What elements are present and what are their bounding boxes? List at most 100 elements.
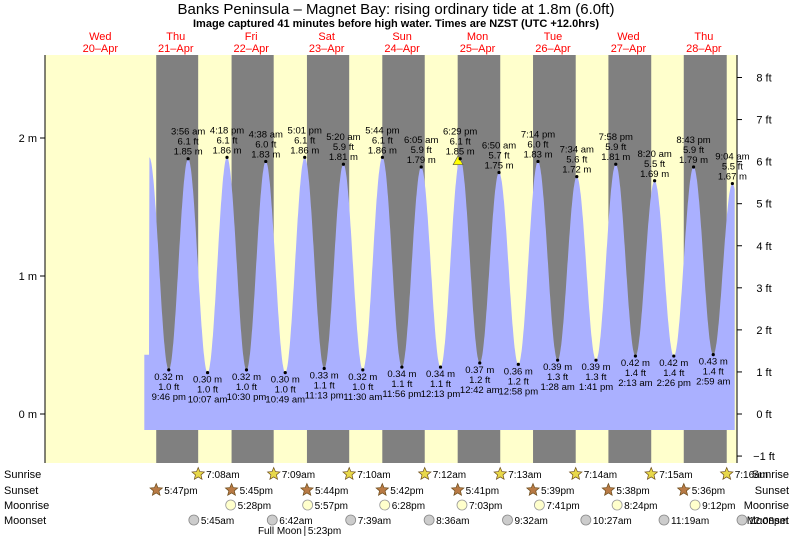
high-tide-time: 3:56 am <box>171 127 205 138</box>
low-tide-ft: 1.3 ft <box>547 372 568 383</box>
moonrise-icon <box>689 499 701 511</box>
row-label-left: Moonrise <box>4 500 49 512</box>
moonrise-icon <box>456 499 468 511</box>
row-label-left: Sunset <box>4 485 38 497</box>
chart-title: Banks Peninsula – Magnet Bay: rising ord… <box>178 1 615 18</box>
right-tick-label: 6 ft <box>756 157 771 169</box>
right-tick-label: 8 ft <box>756 73 771 85</box>
sunset-time: 5:36pm <box>692 486 725 497</box>
row-label-right: Sunset <box>755 485 789 497</box>
sunrise-star-icon <box>191 466 206 481</box>
moonset-icon <box>658 514 670 526</box>
date-label: 20–Apr <box>83 43 119 55</box>
low-tide-ft: 1.1 ft <box>314 380 335 391</box>
low-tide-ft: 1.1 ft <box>391 379 412 390</box>
high-tide-m: 1.79 m <box>407 155 436 166</box>
low-tide-ft: 1.1 ft <box>430 379 451 390</box>
high-tide-time: 5:20 am <box>326 132 360 143</box>
low-tide-point <box>361 368 365 372</box>
sunrise-time: 7:09am <box>282 470 315 481</box>
low-tide-point <box>516 362 520 366</box>
high-tide-ft: 6.1 ft <box>372 135 393 146</box>
low-tide-m: 0.36 m <box>504 366 533 377</box>
high-tide-ft: 6.1 ft <box>178 137 199 148</box>
high-tide-time: 5:01 pm <box>288 125 322 136</box>
moonset-icon <box>345 514 357 526</box>
high-tide-ft: 5.5 ft <box>722 162 743 173</box>
high-tide-m: 1.75 m <box>484 161 513 172</box>
high-tide-time: 4:18 pm <box>210 125 244 136</box>
high-tide-time: 6:50 am <box>482 141 516 152</box>
low-tide-ft: 1.0 ft <box>158 382 179 393</box>
high-tide-ft: 5.9 ft <box>683 145 704 156</box>
high-tide-time: 9:04 am <box>715 152 749 163</box>
chart-subtitle: Image captured 41 minutes before high wa… <box>193 18 599 30</box>
low-tide-m: 0.37 m <box>465 365 494 376</box>
sunrise-star-icon <box>719 466 734 481</box>
moonset-time: 6:42am <box>279 516 312 527</box>
high-tide-m: 1.79 m <box>679 155 708 166</box>
low-tide-time: 10:49 am <box>265 395 305 406</box>
low-tide-time: 1:41 pm <box>579 382 613 393</box>
moonset-time: 10:27am <box>593 516 632 527</box>
moonset-icon <box>423 514 435 526</box>
high-tide-time: 4:38 am <box>249 129 283 140</box>
low-tide-m: 0.34 m <box>387 369 416 380</box>
tide-labels: 0.32 m1.0 ft9:46 pm3:56 am6.1 ft1.85 m0.… <box>152 125 750 405</box>
moonrise-icon <box>379 499 391 511</box>
left-tick-label: 0 m <box>19 409 37 421</box>
row-label-left: Moonset <box>4 515 46 527</box>
row-label-left: Sunrise <box>4 469 41 481</box>
low-tide-time: 2:59 am <box>696 377 730 388</box>
low-tide-time: 2:26 pm <box>657 378 691 389</box>
sunrise-time: 7:15am <box>659 470 692 481</box>
high-tide-point <box>730 181 734 186</box>
low-tide-point <box>594 358 598 362</box>
sunset-time: 5:47pm <box>164 486 197 497</box>
sunset-star-icon <box>601 482 616 497</box>
high-tide-m: 1.72 m <box>562 165 591 176</box>
full-moon-label: Full Moon <box>258 526 302 537</box>
day-of-week-label: Fri <box>245 31 258 43</box>
right-tick-label: 1 ft <box>756 367 771 379</box>
low-tide-time: 10:30 pm <box>227 392 267 403</box>
sunrise-star-icon <box>644 466 659 481</box>
moonrise-icon <box>611 499 623 511</box>
sunrise-star-icon <box>266 466 281 481</box>
low-tide-m: 0.32 m <box>348 372 377 383</box>
high-tide-point <box>536 159 540 164</box>
low-tide-time: 9:46 pm <box>152 392 186 403</box>
low-tide-point <box>244 368 249 372</box>
high-tide-point <box>341 162 346 166</box>
right-tick-label: 7 ft <box>756 115 771 127</box>
low-tide-ft: 1.0 ft <box>352 382 373 393</box>
low-tide-ft: 1.2 ft <box>469 375 490 386</box>
right-tick-label: 5 ft <box>756 199 771 211</box>
high-tide-time: 8:20 am <box>637 149 671 160</box>
day-of-week-label: Tue <box>544 31 563 43</box>
moonrise-time: 7:41pm <box>546 501 579 512</box>
high-tide-m: 1.83 m <box>523 149 552 160</box>
left-tick-label: 1 m <box>19 271 37 283</box>
sunset-star-icon <box>224 482 239 497</box>
moonrise-time: 6:28pm <box>392 501 425 512</box>
low-tide-point <box>322 366 326 371</box>
low-tide-point <box>438 365 443 369</box>
high-tide-point <box>380 155 384 159</box>
high-tide-m: 1.85 m <box>174 147 203 158</box>
moonset-time: 7:39am <box>358 516 391 527</box>
sunset-star-icon <box>299 482 314 497</box>
sunrise-time: 7:10am <box>357 470 390 481</box>
high-tide-ft: 6.0 ft <box>255 139 276 150</box>
high-tide-time: 7:14 pm <box>521 129 555 140</box>
low-tide-time: 11:30 am <box>343 392 382 403</box>
moonrise-time: 7:03pm <box>469 501 502 512</box>
sunrise-time: 7:13am <box>508 470 541 481</box>
sunset-star-icon <box>676 482 691 497</box>
high-tide-ft: 5.9 ft <box>411 145 432 156</box>
sunrise-star-icon <box>493 466 508 481</box>
high-tide-ft: 6.1 ft <box>216 135 237 146</box>
moonrise-time: 9:12pm <box>702 501 735 512</box>
low-tide-point <box>711 353 715 357</box>
moonset-icon <box>580 514 592 526</box>
